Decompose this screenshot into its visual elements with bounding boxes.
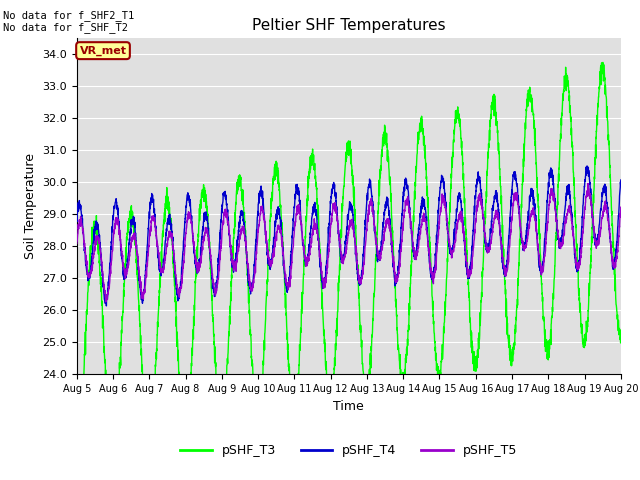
Text: No data for f_SHF2_T1
No data for f_SHF_T2: No data for f_SHF2_T1 No data for f_SHF_… — [3, 10, 134, 33]
Y-axis label: Soil Temperature: Soil Temperature — [24, 154, 36, 259]
X-axis label: Time: Time — [333, 400, 364, 413]
Text: VR_met: VR_met — [79, 46, 127, 56]
Title: Peltier SHF Temperatures: Peltier SHF Temperatures — [252, 18, 445, 33]
Legend: pSHF_T3, pSHF_T4, pSHF_T5: pSHF_T3, pSHF_T4, pSHF_T5 — [175, 439, 522, 462]
